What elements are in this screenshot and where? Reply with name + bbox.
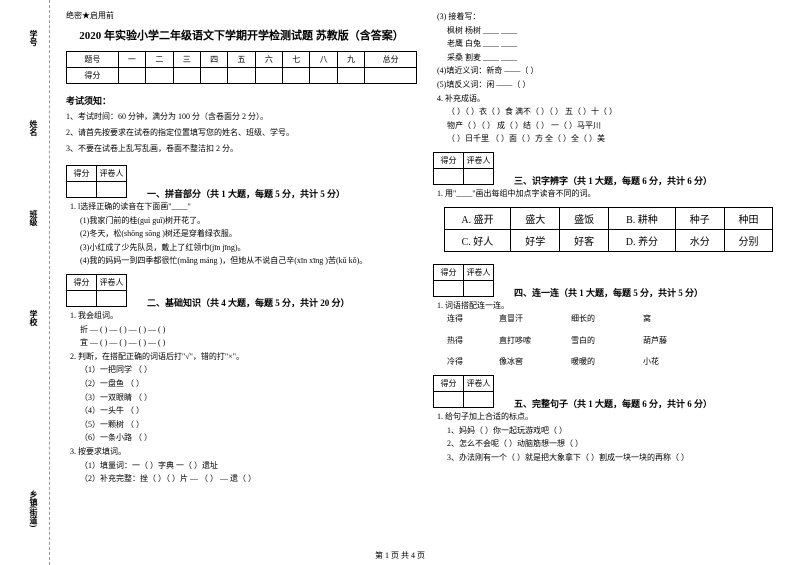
table-row: 题号 一 二 三 四 五 六 七 八 九 总分 — [67, 52, 417, 68]
question-item: 3、办法刚有一个（ ）就是把大象拿下（ ）割成一块一块的再称（ ） — [447, 451, 784, 465]
margin-label: 学校 — [28, 310, 39, 326]
question-item: （6）一条小路 （ ） — [80, 431, 417, 445]
score-mini-table: 得分评卷人 — [66, 165, 127, 198]
question: 1. 给句子加上合适的标点。 — [437, 410, 784, 424]
question-item: (1)我家门前的桂(guì guǐ)树开花了。 — [80, 214, 417, 228]
question-item: （1）一把同学 （ ） — [80, 363, 417, 377]
table-row: C. 好人 好学 好客 D. 养分 水分 分别 — [444, 229, 773, 251]
section-title: 三、识字辨字（共 1 大题，每题 6 分，共计 6 分） — [514, 174, 712, 187]
question-item: 宜 — ( ) — ( ) — ( ) — ( ) — [80, 336, 417, 350]
question-item: 采桑 割麦 ____ ____ — [447, 51, 784, 65]
section-title: 一、拼音部分（共 1 大题，每题 5 分，共计 5 分） — [147, 187, 345, 200]
question-item: (2)冬天，松(shōng sōng )树还是穿着绿衣服。 — [80, 227, 417, 241]
notice-item: 3、不要在试卷上乱写乱画，卷面不整洁扣 2 分。 — [66, 143, 417, 155]
question-item: （2）补充完整：挫（ ）（ ）片 — （ ） — 遗（ ） — [80, 472, 417, 486]
section-title: 四、连一连（共 1 大题，每题 5 分，共计 5 分） — [514, 286, 703, 299]
question: 4. 补充成语。 — [437, 92, 784, 106]
question: (5)填反义词：闲 ——（ ） — [437, 78, 784, 92]
question: (4)填近义词：新奇 ——（ ） — [437, 64, 784, 78]
question-item: 老鹰 白兔 ____ ____ — [447, 37, 784, 51]
question-item: （2）一盘鱼 （ ） — [80, 377, 417, 391]
section-title: 五、完整句子（共 1 大题，每题 6 分，共计 6 分） — [514, 397, 712, 410]
section-title: 二、基础知识（共 4 大题，每题 5 分，共计 20 分） — [147, 296, 350, 309]
question-item: 1、妈妈（ ）你一起玩游戏吧（ ） — [447, 424, 784, 438]
notice-item: 2、请首先按要求在试卷的指定位置填写您的姓名、班级、学号。 — [66, 127, 417, 139]
secret-label: 绝密★启用前 — [66, 10, 417, 21]
question-item: （ ）（ ）衣（ ）食 满不（ ）（ ） 五（ ）十（ ） — [447, 105, 784, 119]
table-row: A. 盛开 盛大 盛饭 B. 耕种 种子 种田 — [444, 207, 773, 229]
table-row: 得分 — [67, 68, 417, 84]
char-table: A. 盛开 盛大 盛饭 B. 耕种 种子 种田 C. 好人 好学 好客 D. 养… — [444, 207, 774, 252]
question-item: （1）填量词：一（ ）字典 一（ ）遗址 — [80, 459, 417, 473]
question-item: （5）一颗树 （ ） — [80, 418, 417, 432]
question: 1. 用"____"画出每组中加点字读音不同的词。 — [437, 187, 784, 201]
question: 2. 判断，在搭配正确的词语后打"√"，错的打"×"。 — [70, 350, 417, 364]
question-item: 2、怎么不会呢（ ）动脑筋想一想（ ） — [447, 437, 784, 451]
question-item: 折 — ( ) — ( ) — ( ) — ( ) — [80, 323, 417, 337]
question: 1. l选择正确的读音在下面画"____" — [70, 200, 417, 214]
pair-row: 热得 直打哆嗦 雪白的 葫芦藤 — [447, 334, 784, 348]
question-item: 物产（ ）（ ） 成（ ）结（ ） 一（ ）马平川 — [447, 119, 784, 133]
question-item: (4)我的妈妈一到四季都很忙(mǎng máng )，但她从不说自己辛(xīn … — [80, 254, 417, 268]
question-item: (3)小红成了少先队员，戴上了红领巾(jīn jīng)。 — [80, 241, 417, 255]
left-column: 绝密★启用前 2020 年实验小学二年级语文下学期开学检测试题 苏教版（含答案）… — [58, 10, 425, 545]
question: 1. 我会组词。 — [70, 309, 417, 323]
right-column: (3) 接着写： 枫树 杨树 ____ ____ 老鹰 白兔 ____ ____… — [425, 10, 792, 545]
exam-title: 2020 年实验小学二年级语文下学期开学检测试题 苏教版（含答案） — [66, 27, 417, 43]
question-item: （ ）日千里 （ ）面（ ）方 全（ ）全（ ）美 — [447, 132, 784, 146]
main-content: 绝密★启用前 2020 年实验小学二年级语文下学期开学检测试题 苏教版（含答案）… — [50, 0, 800, 565]
page-footer: 第 1 页 共 4 页 — [0, 550, 800, 561]
score-table: 题号 一 二 三 四 五 六 七 八 九 总分 得分 — [66, 51, 417, 84]
notice-title: 考试须知： — [66, 94, 417, 107]
margin-label: 姓名 — [28, 120, 39, 136]
score-mini-table: 得分评卷人 — [433, 264, 494, 297]
margin-label: 班级 — [28, 210, 39, 226]
margin-label: 乡镇(街道) — [28, 490, 39, 527]
question-item: （3）一双眼睛 （ ） — [80, 391, 417, 405]
score-mini-table: 得分评卷人 — [66, 274, 127, 307]
score-mini-table: 得分评卷人 — [433, 375, 494, 408]
margin-label: 学号 — [28, 30, 39, 46]
question: 1. 词语搭配连一连。 — [437, 299, 784, 313]
question-item: （4）一头牛 （ ） — [80, 404, 417, 418]
question: 3. 按要求填词。 — [70, 445, 417, 459]
pair-row: 连得 直冒汗 细长的 窝 — [447, 312, 784, 326]
notice-item: 1、考试时间：60 分钟，满分为 100 分（含卷面分 2 分）。 — [66, 111, 417, 123]
question: (3) 接着写： — [437, 10, 784, 24]
pair-row: 冷得 像冰窖 暖暖的 小花 — [447, 355, 784, 369]
question-item: 枫树 杨树 ____ ____ — [447, 24, 784, 38]
binding-margin: 学号 姓名 班级 学校 乡镇(街道) — [0, 0, 50, 565]
score-mini-table: 得分评卷人 — [433, 152, 494, 185]
